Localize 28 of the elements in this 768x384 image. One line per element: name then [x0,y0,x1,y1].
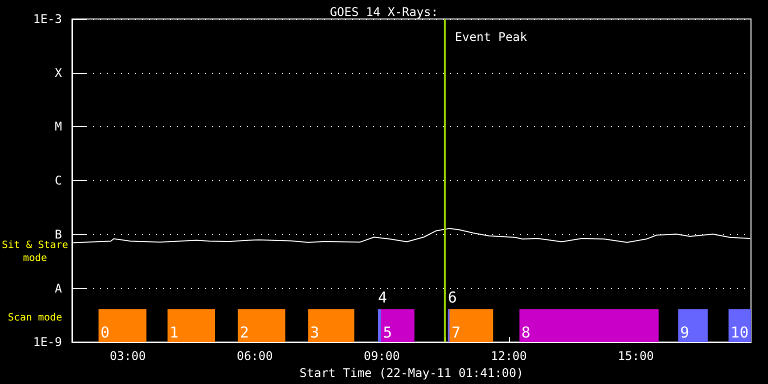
x-tick-label: 03:00 [110,349,146,364]
x-tick-label: 12:00 [490,349,527,364]
text: Sit & Stare mode [2,240,68,264]
band-label: 4 [378,288,388,307]
x-tick-label: 15:00 [618,349,654,364]
band-label: 3 [310,324,320,342]
y-tick-label: M [54,120,62,134]
y-tick-label: X [54,66,63,80]
band-label: 2 [240,324,249,342]
band-label: 1 [170,324,179,342]
band-label: 5 [382,324,392,342]
y-tick-label: 1E-9 [33,335,62,350]
y-tick-label: C [54,174,62,188]
y-tick-label: B [54,227,62,242]
x-axis-title: Start Time (22-May-11 01:41:00) [300,366,524,380]
y-tick-label: A [54,281,63,296]
band-label: 0 [100,324,110,342]
band-label: 6 [448,288,457,307]
y-tick-label: 1E-3 [33,12,62,26]
band-label: 8 [521,324,530,342]
ref-line-label: Event Peak [454,30,528,44]
x-tick-label: 06:00 [236,349,273,364]
band-label: 7 [452,324,461,342]
text: Scan mode [8,312,62,324]
x-tick-label: 09:00 [364,349,400,364]
chart-title: GOES 14 X-Rays: [330,5,438,19]
band-label: 9 [680,324,690,342]
band-label: 10 [730,324,749,342]
